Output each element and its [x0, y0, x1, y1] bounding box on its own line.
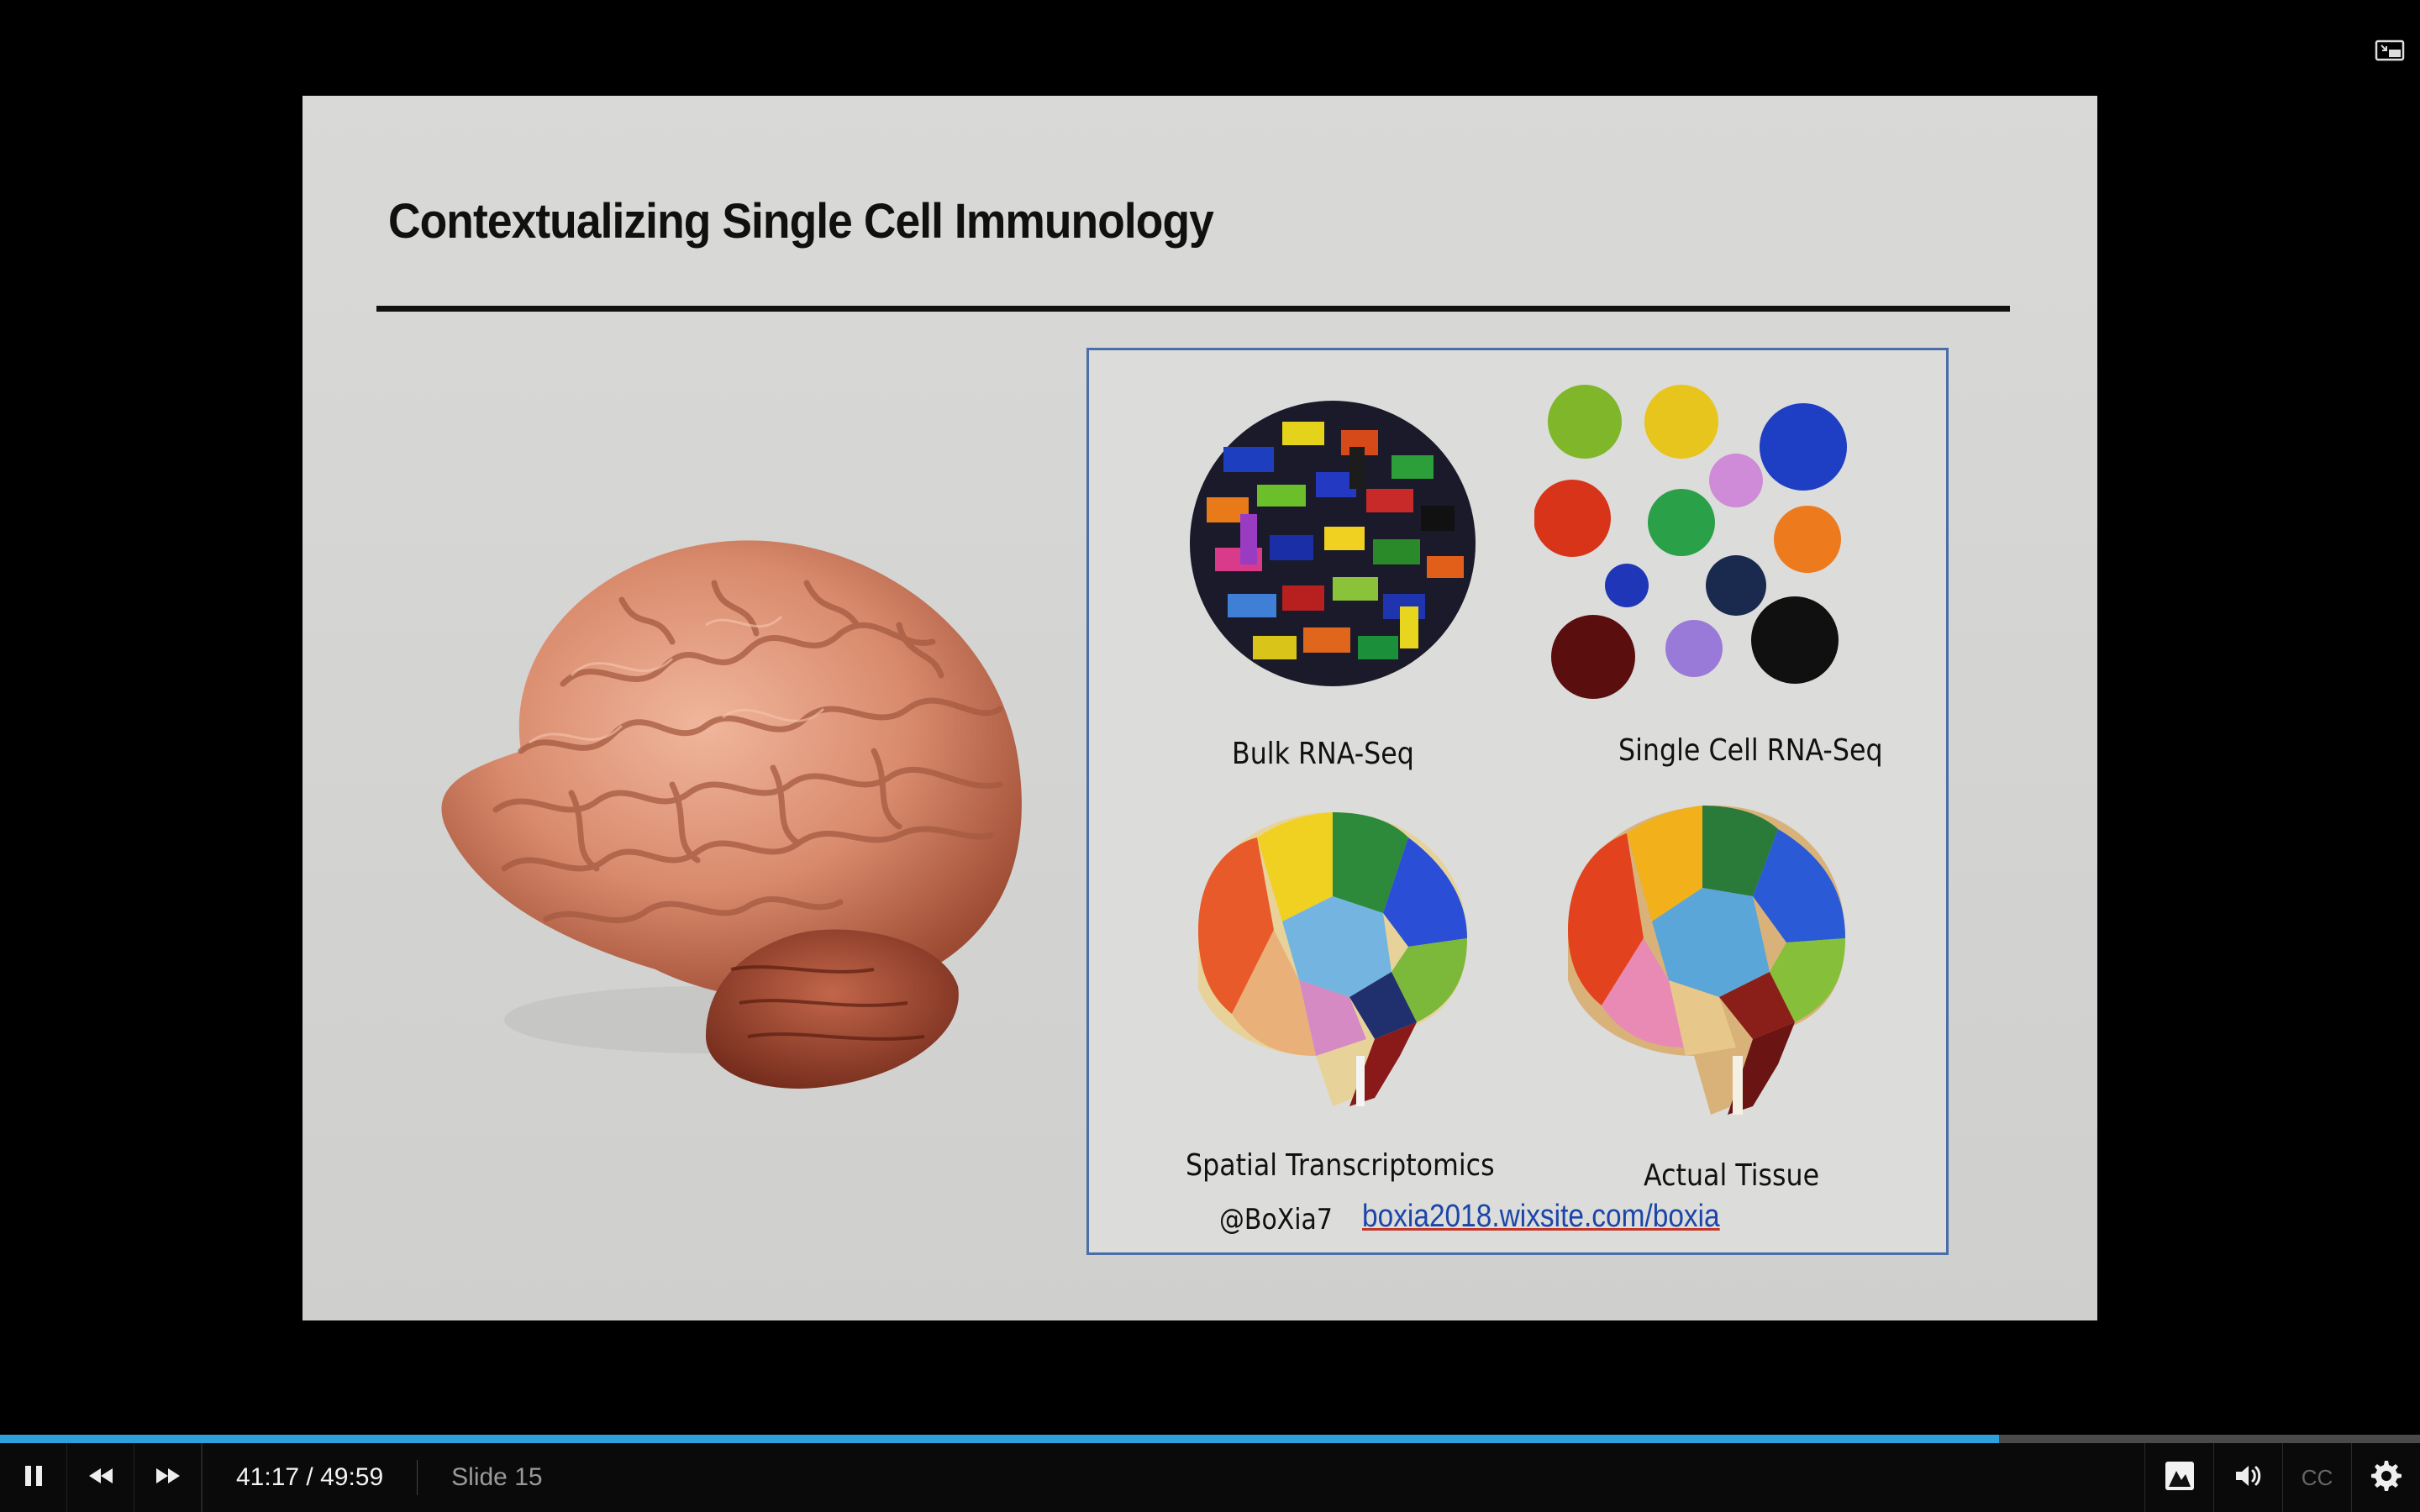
- video-stage: Contextualizing Single Cell Immunology: [302, 39, 2405, 1320]
- actual-tissue-caption: Actual Tissue: [1644, 1158, 1820, 1193]
- captions-button[interactable]: CC: [2282, 1443, 2351, 1512]
- title-divider: [376, 306, 2010, 312]
- presentation-view-button[interactable]: [2144, 1443, 2213, 1512]
- spatial-transcriptomics-caption: Spatial Transcriptomics: [1186, 1148, 1495, 1183]
- cc-label: CC: [2301, 1464, 2333, 1490]
- presentation-icon: [2163, 1459, 2196, 1497]
- bulk-rnaseq-image: [1181, 388, 1484, 707]
- single-cell-rnaseq-image: [1534, 380, 1870, 716]
- source-link[interactable]: boxia2018.wixsite.com/boxia: [1362, 1199, 1720, 1234]
- volume-icon: [2232, 1459, 2265, 1497]
- sequencing-comparison-panel: Bulk RNA-Seq Single Cell RNA-Seq Spatial…: [1086, 348, 1949, 1255]
- player-controls: 41:17 / 49:59 Slide 15 CC: [0, 1443, 2420, 1512]
- slide-number: Slide 15: [451, 1463, 543, 1491]
- gear-icon: [2370, 1459, 2403, 1497]
- divider: [417, 1460, 418, 1495]
- bulk-rnaseq-caption: Bulk RNA-Seq: [1232, 737, 1414, 771]
- actual-tissue-image: [1543, 795, 1862, 1131]
- author-handle: @BoXia7: [1219, 1203, 1333, 1236]
- forward-button[interactable]: [134, 1443, 202, 1512]
- presentation-slide: Contextualizing Single Cell Immunology: [302, 96, 2097, 1320]
- pip-icon[interactable]: [2375, 39, 2405, 62]
- slide-title: Contextualizing Single Cell Immunology: [388, 194, 1214, 249]
- time-display: 41:17 / 49:59: [202, 1443, 417, 1512]
- settings-button[interactable]: [2351, 1443, 2420, 1512]
- rewind-button[interactable]: [67, 1443, 134, 1512]
- progress-fill: [0, 1435, 1999, 1443]
- rewind-icon: [87, 1462, 115, 1494]
- brain-illustration: [353, 432, 1042, 1154]
- forward-icon: [154, 1462, 182, 1494]
- volume-button[interactable]: [2213, 1443, 2282, 1512]
- progress-bar[interactable]: [0, 1435, 2420, 1443]
- pause-icon: [19, 1462, 48, 1494]
- spatial-transcriptomics-image: [1165, 804, 1484, 1131]
- pause-button[interactable]: [0, 1443, 67, 1512]
- single-cell-rnaseq-caption: Single Cell RNA-Seq: [1618, 733, 1883, 768]
